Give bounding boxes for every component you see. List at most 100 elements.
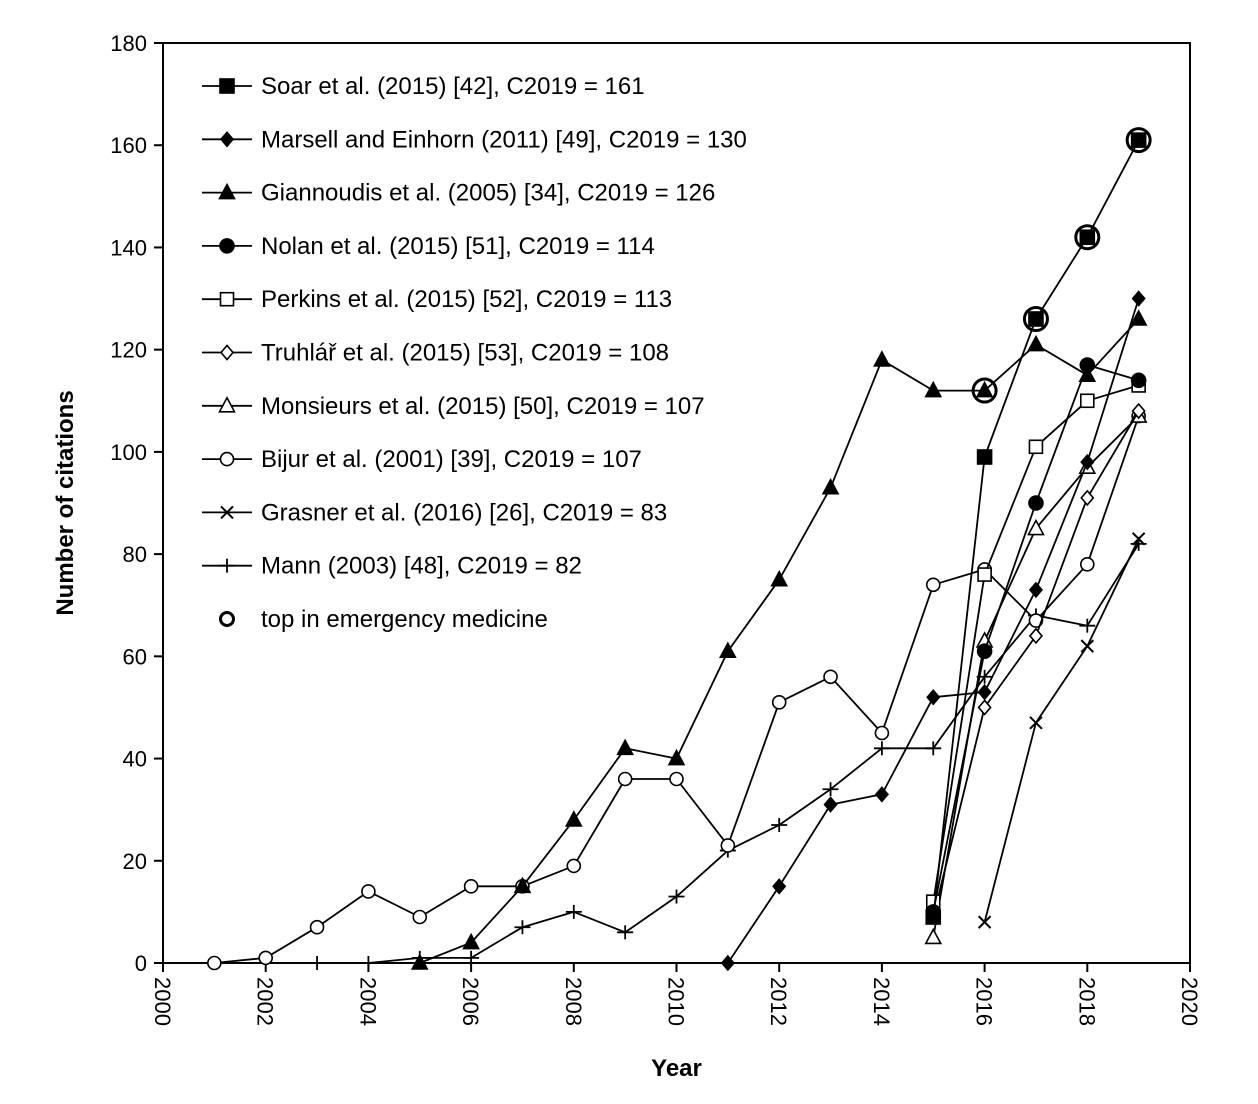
legend-label: Giannoudis et al. (2005) [34], C2019 = 1…: [261, 180, 715, 207]
data-point: [1080, 489, 1095, 507]
data-point: [874, 725, 890, 741]
x-stroke: [1029, 716, 1043, 730]
data-point: [1027, 518, 1045, 536]
data-point: [977, 915, 992, 929]
x-stroke: [1131, 532, 1146, 546]
series-2: [720, 290, 1146, 972]
y-tick-label: 100: [110, 440, 147, 465]
data-point: [719, 641, 737, 659]
legend-label: Mann (2003) [48], C2019 = 82: [261, 553, 582, 580]
legend-label: Perkins et al. (2015) [52], C2019 = 113: [261, 286, 672, 313]
data-point: [823, 796, 838, 813]
data-point: [309, 919, 325, 935]
legend-marker: [219, 558, 235, 573]
data-point: [1028, 311, 1044, 327]
data-point: [1080, 639, 1095, 653]
x-tick-label: 2012: [766, 977, 791, 1026]
data-point: [669, 771, 684, 787]
legend-marker: [219, 238, 235, 254]
legend-item: Nolan et al. (2015) [51], C2019 = 114: [202, 233, 655, 260]
y-tick-label: 180: [110, 31, 147, 56]
data-point: [463, 879, 479, 894]
legend-marker: [218, 396, 236, 413]
data-point: [1028, 439, 1044, 455]
x-tick-label: 2018: [1074, 977, 1099, 1026]
series-line: [932, 415, 1140, 938]
data-point: [1080, 393, 1095, 409]
y-tick-label: 40: [123, 747, 147, 772]
legend-marker: [219, 451, 235, 467]
data-point: [667, 748, 686, 766]
highlight-circle: [971, 377, 998, 404]
data-point: [822, 782, 839, 797]
data-point: [258, 950, 274, 966]
data-point: [513, 876, 532, 894]
data-point: [361, 884, 376, 899]
data-point: [873, 350, 891, 367]
data-point: [925, 909, 942, 925]
x-stroke: [977, 915, 992, 929]
series-10: [309, 536, 1147, 970]
data-point: [668, 889, 685, 904]
x-tick-label: 2002: [253, 977, 278, 1026]
data-point: [926, 688, 941, 706]
data-point: [823, 669, 838, 685]
highlight-layer: [971, 127, 1152, 404]
data-point: [410, 953, 429, 970]
highlight-circle: [1074, 224, 1101, 251]
data-point: [1027, 334, 1045, 352]
data-point: [1080, 453, 1095, 471]
data-point: [463, 950, 480, 965]
data-point: [977, 567, 992, 582]
data-point: [771, 818, 788, 832]
data-point: [566, 858, 582, 874]
highlight-circle: [1022, 306, 1049, 332]
data-point: [1079, 618, 1096, 633]
legend-marker: [219, 131, 235, 148]
y-tick-label: 0: [135, 951, 147, 976]
y-tick-label: 140: [110, 235, 147, 260]
series-layer: [207, 132, 1148, 972]
data-point: [924, 927, 943, 945]
data-point: [514, 920, 531, 935]
data-point: [565, 904, 582, 919]
legend-marker: [219, 78, 235, 94]
legend: Soar et al. (2015) [42], C2019 = 161 Mars…: [202, 73, 747, 633]
legend-label: Soar et al. (2015) [42], C2019 = 161: [261, 73, 645, 100]
legend-label: Nolan et al. (2015) [51], C2019 = 114: [261, 233, 655, 260]
data-point: [874, 786, 889, 803]
x-stroke: [1080, 639, 1095, 653]
data-point: [977, 683, 992, 701]
data-point: [1131, 402, 1146, 420]
y-tick-label: 60: [123, 644, 147, 669]
y-tick-label: 120: [110, 338, 147, 363]
series-8: [207, 408, 1146, 971]
x-tick-label: 2016: [972, 977, 997, 1026]
data-point: [1028, 627, 1044, 645]
data-point: [976, 449, 993, 465]
series-6: [926, 402, 1146, 926]
legend-item: Bijur et al. (2001) [39], C2019 = 107: [202, 446, 642, 473]
data-point: [925, 577, 941, 593]
data-point: [564, 810, 583, 827]
data-point: [771, 695, 787, 710]
x-tick-label: 2006: [458, 977, 483, 1026]
data-point: [924, 380, 943, 398]
data-point: [1131, 532, 1146, 546]
legend-marker: [218, 182, 236, 200]
legend-marker: [219, 291, 235, 307]
data-point: [772, 878, 787, 895]
series-9: [977, 532, 1146, 929]
legend-item: Giannoudis et al. (2005) [34], C2019 = 1…: [202, 180, 715, 207]
data-point: [720, 954, 735, 972]
data-point: [975, 380, 994, 398]
y-tick-label: 20: [123, 849, 147, 874]
legend-item: Marsell and Einhorn (2011) [49], C2019 =…: [202, 126, 747, 153]
series-line: [983, 538, 1140, 923]
legend-item: Mann (2003) [48], C2019 = 82: [202, 553, 582, 580]
data-point: [617, 925, 634, 940]
series-line: [214, 415, 1140, 964]
series-4: [925, 357, 1147, 920]
x-tick-label: 2000: [150, 977, 175, 1026]
